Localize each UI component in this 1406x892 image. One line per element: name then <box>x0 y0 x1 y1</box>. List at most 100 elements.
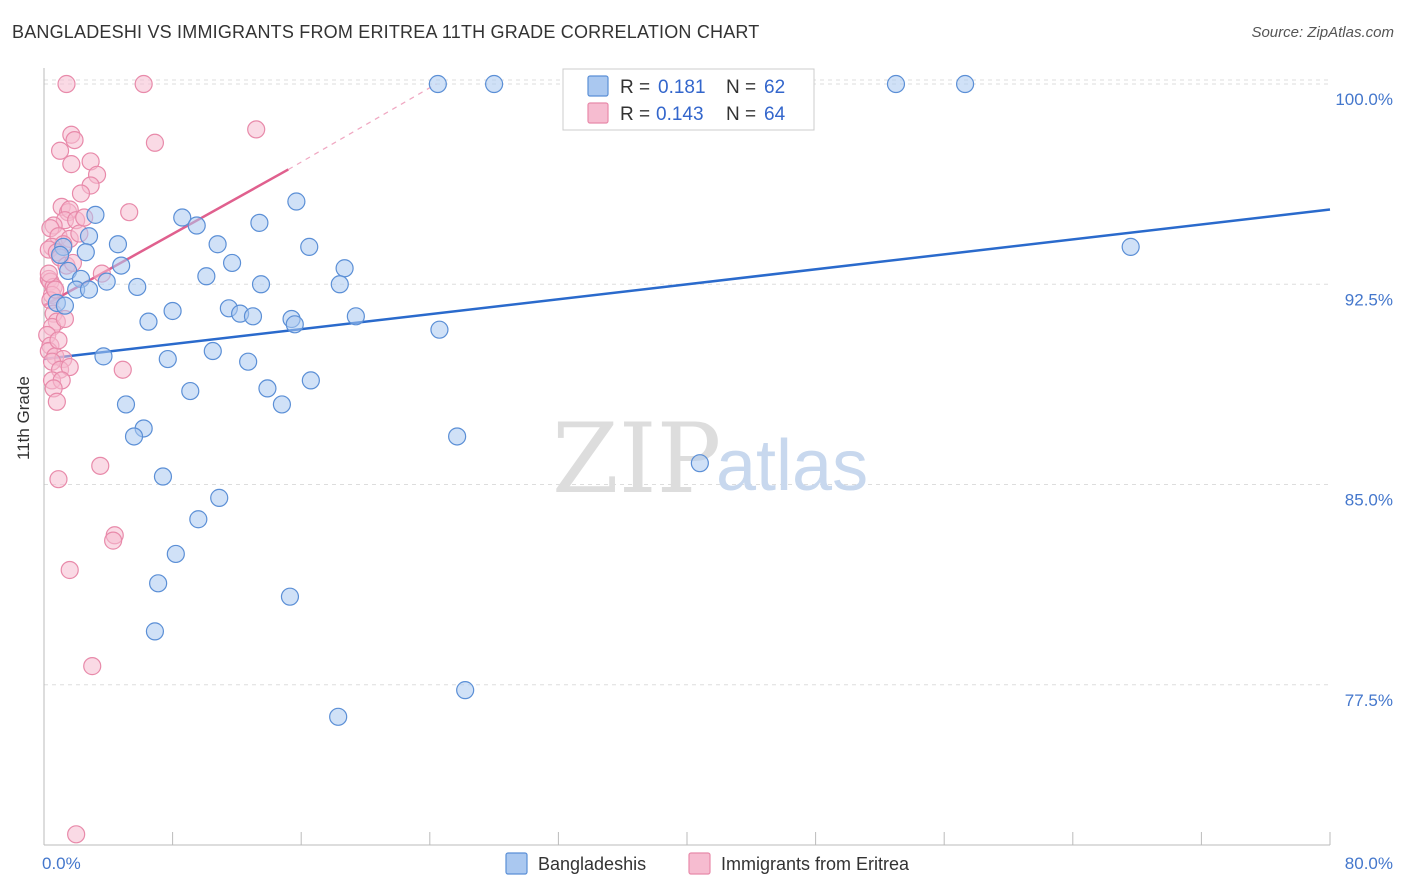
series-eritrea-points <box>38 74 266 844</box>
data-point-bangladeshis <box>300 237 319 256</box>
stats-n-value-blue: 62 <box>764 77 785 98</box>
data-point-bangladeshis <box>272 395 292 414</box>
source-credit: Source: ZipAtlas.com <box>1251 24 1394 41</box>
data-point-bangladeshis <box>163 301 182 321</box>
data-point-eritrea <box>113 360 132 379</box>
data-point-bangladeshis <box>181 381 200 401</box>
data-point-bangladeshis <box>189 510 208 529</box>
stats-r-label-pink: R = <box>620 104 650 125</box>
chart-title: BANGLADESHI VS IMMIGRANTS FROM ERITREA 1… <box>12 22 760 42</box>
data-point-eritrea <box>65 130 84 150</box>
watermark: ZIP atlas <box>552 403 868 515</box>
data-point-bangladeshis <box>76 243 95 262</box>
legend-label-bangladeshis[interactable]: Bangladeshis <box>538 854 646 874</box>
data-point-bangladeshis <box>210 488 229 507</box>
data-point-eritrea <box>62 155 81 174</box>
data-point-bangladeshis <box>955 74 975 94</box>
data-point-eritrea <box>60 357 79 377</box>
data-point-eritrea <box>145 133 165 152</box>
data-point-bangladeshis <box>166 544 185 564</box>
data-point-bangladeshis <box>690 454 709 473</box>
trend-line-bangladeshis <box>43 208 1331 361</box>
data-point-eritrea <box>71 184 91 203</box>
data-point-bangladeshis <box>50 245 70 265</box>
stats-n-value-pink: 64 <box>764 104 786 125</box>
data-point-bangladeshis <box>94 347 113 366</box>
data-point-bangladeshis <box>301 371 320 390</box>
data-point-eritrea <box>91 456 110 475</box>
data-point-eritrea <box>120 203 139 222</box>
data-point-bangladeshis <box>187 216 206 235</box>
data-point-bangladeshis <box>239 352 258 371</box>
data-point-bangladeshis <box>456 681 475 700</box>
data-point-bangladeshis <box>149 574 168 593</box>
data-point-bangladeshis <box>243 307 263 326</box>
axes <box>43 68 1331 846</box>
data-point-eritrea <box>49 470 68 489</box>
y-tick-labels: 77.5% 85.0% 92.5% 100.0% <box>1335 90 1393 710</box>
legend-swatch-eritrea[interactable] <box>688 852 711 875</box>
data-point-bangladeshis <box>59 261 78 281</box>
watermark-atlas: atlas <box>716 426 868 506</box>
legend-swatch-bangladeshis[interactable] <box>505 852 528 875</box>
data-point-eritrea <box>57 74 76 94</box>
data-point-bangladeshis <box>116 395 136 414</box>
data-point-bangladeshis <box>329 707 348 726</box>
data-point-bangladeshis <box>1121 237 1140 256</box>
stats-legend-swatch-pink <box>587 102 609 124</box>
data-point-eritrea <box>60 560 79 580</box>
trend-line-eritrea-extension <box>288 83 437 170</box>
data-point-bangladeshis <box>285 315 304 334</box>
stats-r-value-pink: 0.143 <box>656 104 704 125</box>
stats-r-label-blue: R = <box>620 77 650 98</box>
stats-r-value-blue: 0.181 <box>658 77 706 98</box>
data-point-bangladeshis <box>97 272 116 291</box>
data-point-bangladeshis <box>79 280 99 299</box>
data-point-eritrea <box>104 531 123 550</box>
data-point-bangladeshis <box>208 235 227 254</box>
stats-legend: R = 0.181 N = 62 R = 0.143 N = 64 <box>562 68 815 131</box>
data-point-bangladeshis <box>128 277 147 297</box>
x-tick-label-min: 0.0% <box>42 854 81 873</box>
data-point-bangladeshis <box>335 259 354 278</box>
data-point-bangladeshis <box>86 205 105 224</box>
stats-n-label-blue: N = <box>726 77 756 98</box>
stats-legend-swatch-blue <box>587 75 609 97</box>
legend-label-eritrea[interactable]: Immigrants from Eritrea <box>721 854 910 874</box>
series-bangladeshis-points <box>47 74 1140 726</box>
data-point-bangladeshis <box>112 256 131 275</box>
data-point-bangladeshis <box>346 307 365 326</box>
data-point-bangladeshis <box>886 74 906 94</box>
data-point-eritrea <box>134 74 153 94</box>
data-point-bangladeshis <box>197 267 216 286</box>
x-tick-labels: 0.0% 80.0% <box>42 854 1393 873</box>
data-point-bangladeshis <box>79 227 99 246</box>
data-point-bangladeshis <box>430 320 449 339</box>
data-point-bangladeshis <box>330 275 349 294</box>
y-tick-label: 92.5% <box>1345 290 1393 309</box>
y-tick-label: 100.0% <box>1335 90 1393 109</box>
data-point-bangladeshis <box>428 74 447 94</box>
y-tick-label: 85.0% <box>1345 491 1393 510</box>
data-point-bangladeshis <box>108 235 128 254</box>
data-point-bangladeshis <box>448 427 467 446</box>
data-point-eritrea <box>50 141 70 160</box>
data-point-bangladeshis <box>173 208 192 227</box>
data-point-eritrea <box>247 120 266 139</box>
data-point-bangladeshis <box>250 213 269 232</box>
data-point-bangladeshis <box>485 74 504 94</box>
data-point-bangladeshis <box>222 253 242 273</box>
data-point-bangladeshis <box>287 192 306 211</box>
data-point-bangladeshis <box>124 427 144 446</box>
data-point-eritrea <box>83 657 102 676</box>
data-point-bangladeshis <box>139 312 158 331</box>
data-point-eritrea <box>47 392 66 411</box>
data-point-bangladeshis <box>158 349 177 369</box>
data-point-bangladeshis <box>55 296 74 315</box>
data-point-eritrea <box>39 264 58 283</box>
data-point-bangladeshis <box>251 275 271 294</box>
x-tick-label-max: 80.0% <box>1345 854 1393 873</box>
data-point-bangladeshis <box>203 341 222 361</box>
data-point-eritrea <box>67 825 86 844</box>
